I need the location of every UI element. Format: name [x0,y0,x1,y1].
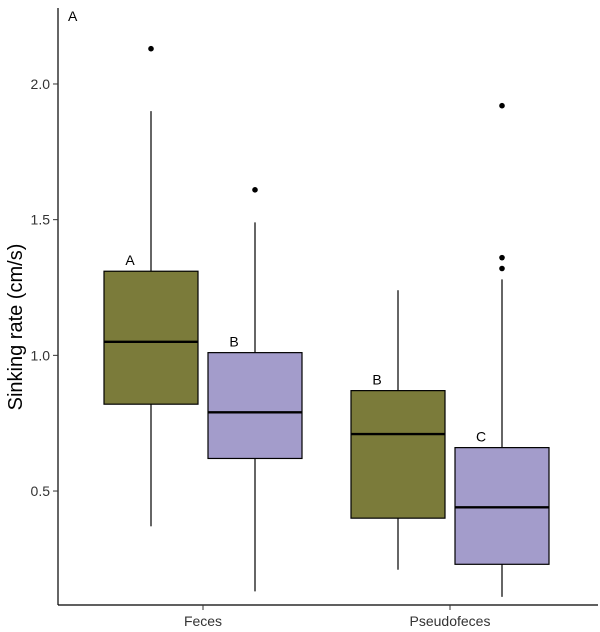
outlier-point [252,187,258,193]
y-tick-label: 1.5 [31,212,51,228]
outlier-point [148,45,154,52]
y-tick-label: 1.0 [31,347,51,363]
x-axis: Feces Pseudofeces [58,604,598,629]
box [207,352,303,460]
significance-letter: B [229,334,238,350]
y-tick-label: 2.0 [31,76,51,92]
box-group: A [103,45,199,527]
y-axis-title: Sinking rate (cm/s) [5,244,27,411]
box-group: C [454,102,550,597]
outlier-point [499,254,505,261]
significance-letter: C [476,429,486,445]
box [454,447,550,565]
outlier-point [499,102,505,109]
x-tick-label: Pseudofeces [410,613,491,629]
outlier-point [499,265,505,272]
x-tick-label: Feces [184,613,222,629]
y-axis: 0.5 1.0 1.5 2.0 [31,8,59,605]
box-group: B [207,187,303,592]
box-group: B [350,290,446,570]
panel-label: A [68,8,78,24]
significance-letter: A [125,252,135,268]
box [350,390,446,519]
significance-letter: B [372,372,381,388]
box [103,270,199,405]
plot-area: A B B C [103,45,550,597]
y-tick-label: 0.5 [31,483,51,499]
